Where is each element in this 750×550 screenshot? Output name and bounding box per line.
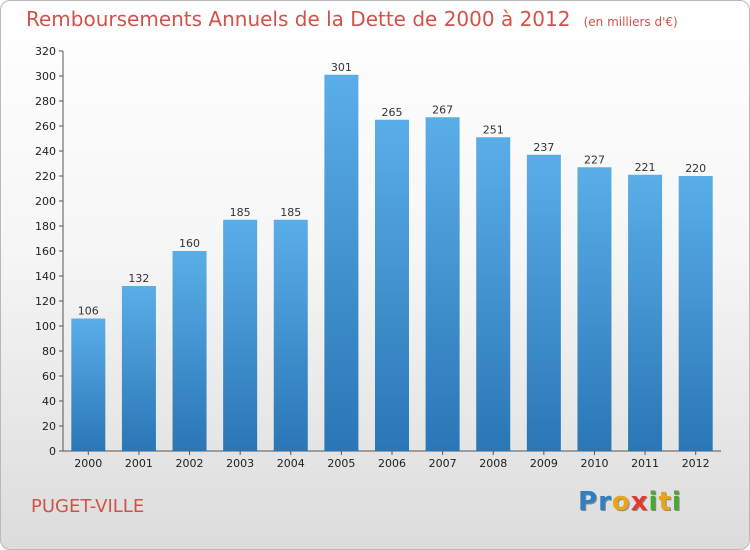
logo-letter: o <box>611 487 631 517</box>
x-tick-label: 2005 <box>327 457 355 470</box>
bar <box>476 137 511 451</box>
bar-value-label: 220 <box>685 162 706 175</box>
x-tick-label: 2011 <box>631 457 659 470</box>
logo-letter: i <box>671 487 682 517</box>
bar <box>628 174 663 451</box>
bar-value-label: 185 <box>280 206 301 219</box>
y-tick-label: 120 <box>35 295 56 308</box>
logo-letter: r <box>598 487 612 517</box>
x-tick-label: 2002 <box>176 457 204 470</box>
x-axis: 2000 2001 2002 2003 2004 2005 2006 2007 2008 2009… <box>63 450 721 470</box>
y-tick-label: 260 <box>35 120 56 133</box>
bars: 106 132 160 185 185 301 265 267 251 237 227 221 220 <box>71 61 713 451</box>
y-tick-label: 180 <box>35 220 56 233</box>
y-tick-label: 80 <box>42 345 56 358</box>
bar <box>375 119 409 451</box>
chart-title: Remboursements Annuels de la Dette de 20… <box>26 7 571 31</box>
y-tick-label: 280 <box>35 95 56 108</box>
x-tick-label: 2007 <box>429 457 457 470</box>
x-tick-label: 2008 <box>479 457 507 470</box>
y-tick-label: 40 <box>42 395 56 408</box>
bar-value-label: 132 <box>128 272 149 285</box>
y-tick-label: 220 <box>35 170 56 183</box>
x-tick-label: 2009 <box>530 457 558 470</box>
x-tick-label: 2012 <box>682 457 710 470</box>
title-row: Remboursements Annuels de la Dette de 20… <box>26 7 678 31</box>
town-name: PUGET-VILLE <box>31 496 145 517</box>
y-tick-label: 160 <box>35 245 56 258</box>
y-tick-label: 20 <box>42 420 56 433</box>
y-tick-label: 300 <box>35 70 56 83</box>
bar <box>425 117 460 451</box>
logo-letter: t <box>658 487 672 517</box>
bar <box>577 167 612 451</box>
y-tick-label: 240 <box>35 145 56 158</box>
bar-value-label: 267 <box>432 103 453 116</box>
bar <box>172 251 207 451</box>
y-tick-label: 0 <box>49 445 56 458</box>
bar <box>273 219 308 451</box>
bar <box>121 286 156 451</box>
logo-letter: i <box>648 487 659 517</box>
bar-value-label: 265 <box>382 106 403 119</box>
bar-value-label: 160 <box>179 237 200 250</box>
x-tick-label: 2000 <box>74 457 102 470</box>
bar-value-label: 301 <box>331 61 352 74</box>
y-axis: 0 20 40 60 80 100 120 140 160 180 200 220 240 260 280 3… <box>35 45 64 458</box>
bar-value-label: 227 <box>584 153 605 166</box>
bar <box>324 74 359 451</box>
y-tick-label: 140 <box>35 270 56 283</box>
x-tick-label: 2010 <box>580 457 608 470</box>
bar <box>71 318 106 451</box>
y-tick-label: 200 <box>35 195 56 208</box>
bar-value-label: 221 <box>635 161 656 174</box>
y-tick-label: 60 <box>42 370 56 383</box>
bar-value-label: 106 <box>78 305 99 318</box>
bar <box>223 219 258 451</box>
logo-letter: P <box>578 487 599 517</box>
x-tick-label: 2006 <box>378 457 406 470</box>
x-tick-label: 2004 <box>277 457 305 470</box>
bar-value-label: 237 <box>533 141 554 154</box>
bar-value-label: 251 <box>483 123 504 136</box>
bar <box>678 176 713 451</box>
logo-letter: x <box>630 487 649 517</box>
x-tick-label: 2003 <box>226 457 254 470</box>
y-tick-label: 320 <box>35 45 56 58</box>
x-tick-label: 2001 <box>125 457 153 470</box>
y-tick-label: 100 <box>35 320 56 333</box>
proxiti-logo: Proxiti <box>578 487 682 517</box>
bar <box>526 154 561 451</box>
chart-subtitle: (en milliers d'€) <box>583 15 678 29</box>
bar-value-label: 185 <box>230 206 251 219</box>
